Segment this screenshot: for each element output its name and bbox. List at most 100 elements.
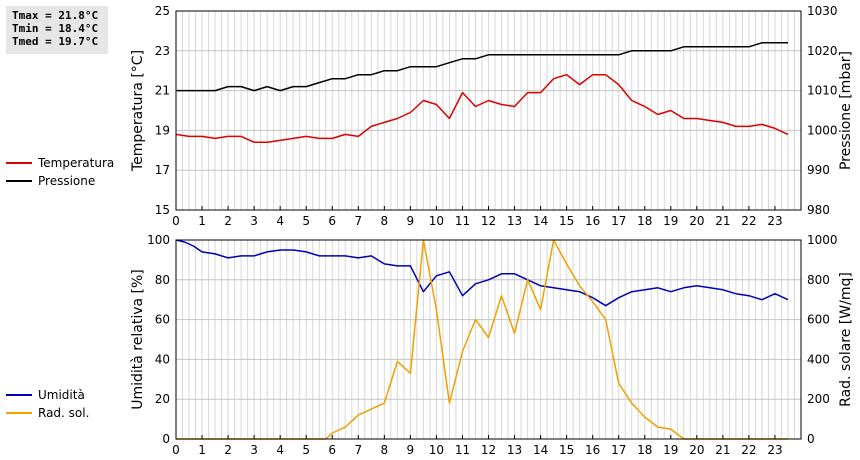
x-tick-label: 19 [663,214,678,228]
legend-label: Umidità [38,388,85,402]
x-tick-label: 11 [455,443,470,457]
legend-bottom: Umidità Rad. sol. [6,386,89,422]
y-right-tick-label: 1030 [807,4,838,18]
series-line-temperatura [175,73,789,144]
x-tick-label: 1 [198,214,206,228]
y-right-tick-label: 200 [807,392,830,406]
x-tick-label: 10 [429,214,444,228]
x-tick-label: 4 [276,214,284,228]
chart-1: 0 1 2 3 4 5 6 7 8 9 10 11 12 13 14 15 16 17 18 19 20 21 22 2315… [130,4,854,228]
y-right-tick-label: 0 [807,432,815,446]
x-tick-label: 6 [328,214,336,228]
legend-top: Temperatura Pressione [6,154,114,190]
x-tick-label: 10 [429,443,444,457]
y-right-tick-label: 990 [807,163,830,177]
x-tick-label: 17 [611,214,626,228]
y-left-tick-label: 20 [155,392,170,406]
x-tick-label: 18 [637,214,652,228]
y-right-tick-label: 600 [807,313,830,327]
legend-swatch [6,162,32,164]
legend-label: Rad. sol. [38,406,90,420]
x-tick-label: 23 [767,214,782,228]
x-tick-label: 7 [354,214,362,228]
y-left-tick-label: 0 [162,432,170,446]
y-left-tick-label: 60 [155,313,170,327]
y-right-axis-title: Rad. solare [W/mq] [838,272,854,407]
x-tick-label: 2 [224,443,232,457]
y-left-tick-label: 19 [155,123,170,137]
legend-item-pressione: Pressione [6,172,114,190]
legend-swatch [6,180,32,182]
x-tick-label: 19 [663,443,678,457]
x-tick-label: 3 [250,214,258,228]
x-tick-label: 22 [741,443,756,457]
series-line-pressione [176,42,788,92]
x-tick-label: 8 [381,443,389,457]
x-tick-label: 2 [224,214,232,228]
x-tick-label: 18 [637,443,652,457]
x-tick-label: 15 [559,443,574,457]
y-left-axis-title: Umidità relativa [%] [130,269,146,410]
y-left-tick-label: 25 [155,4,170,18]
x-tick-label: 21 [715,443,730,457]
x-tick-label: 9 [407,214,415,228]
legend-swatch [6,394,32,396]
x-tick-label: 4 [276,443,284,457]
tmax-text: Tmax = 21.8°C [12,9,99,22]
x-tick-label: 9 [407,443,415,457]
x-tick-label: 3 [250,443,258,457]
x-tick-label: 16 [585,214,600,228]
x-tick-label: 20 [689,214,704,228]
tmin-text: Tmin = 18.4°C [12,22,99,35]
y-right-tick-label: 1000 [807,123,838,137]
y-left-tick-label: 80 [155,273,170,287]
x-tick-label: 22 [741,214,756,228]
y-left-tick-label: 40 [155,352,170,366]
x-tick-label: 20 [689,443,704,457]
x-tick-label: 7 [354,443,362,457]
stats-box: Tmax = 21.8°C Tmin = 18.4°C Tmed = 19.7°… [6,6,108,54]
x-tick-label: 5 [302,214,310,228]
y-left-axis-title: Temperatura [°C] [130,50,146,172]
x-tick-label: 12 [481,214,496,228]
x-tick-label: 14 [533,443,548,457]
y-left-tick-label: 17 [155,163,170,177]
y-right-tick-label: 800 [807,273,830,287]
x-tick-label: 15 [559,214,574,228]
legend-item-rad-sol: Rad. sol. [6,404,89,422]
legend-item-umidita: Umidità [6,386,89,404]
series-line-rad-sol [176,239,788,440]
legend-label: Pressione [38,174,96,188]
y-left-tick-label: 23 [155,44,170,58]
x-tick-label: 16 [585,443,600,457]
legend-label: Temperatura [38,156,115,170]
y-left-tick-label: 15 [155,203,170,217]
x-tick-label: 17 [611,443,626,457]
legend-item-temperatura: Temperatura [6,154,114,172]
x-tick-label: 13 [507,214,522,228]
series-line-umidit [175,239,789,307]
x-tick-label: 0 [172,443,180,457]
y-right-tick-label: 1000 [807,233,838,247]
x-tick-label: 5 [302,443,310,457]
x-tick-label: 12 [481,443,496,457]
x-tick-label: 21 [715,214,730,228]
tmed-text: Tmed = 19.7°C [12,35,99,48]
legend-swatch [6,412,32,414]
y-right-tick-label: 1020 [807,44,838,58]
x-tick-label: 23 [767,443,782,457]
x-tick-label: 11 [455,214,470,228]
y-right-tick-label: 400 [807,352,830,366]
y-right-tick-label: 1010 [807,84,838,98]
x-tick-label: 14 [533,214,548,228]
y-right-axis-title: Pressione [mbar] [838,51,854,170]
x-tick-label: 13 [507,443,522,457]
x-tick-label: 8 [381,214,389,228]
y-left-tick-label: 21 [155,84,170,98]
x-tick-label: 0 [172,214,180,228]
x-tick-label: 6 [328,443,336,457]
y-left-tick-label: 100 [147,233,170,247]
x-tick-label: 1 [198,443,206,457]
chart-2: 0 1 2 3 4 5 6 7 8 9 10 11 12 13 14 15 16 17 18 19 20 21 22 2302… [130,233,854,457]
